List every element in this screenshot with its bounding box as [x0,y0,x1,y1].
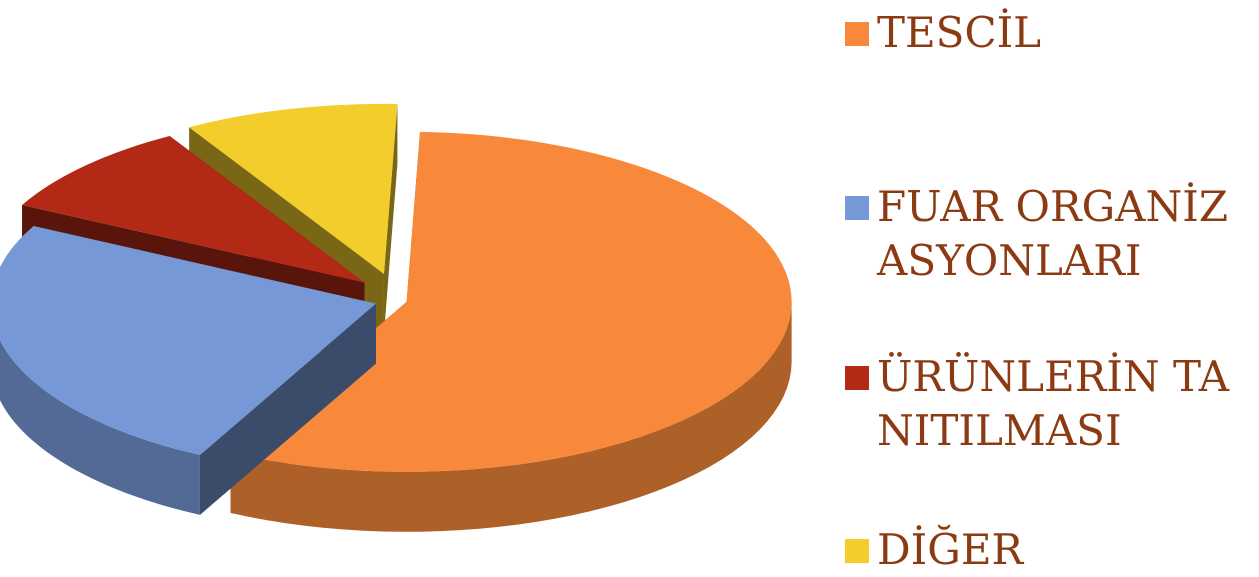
legend-swatch-diger [845,539,869,563]
pie-slice-side-0 [230,301,792,532]
legend: TESCİL FUAR ORGANİZASYONLARI ÜRÜNLERİN T… [845,0,1259,574]
legend-item-urunler: ÜRÜNLERİN TANITILMASI [845,350,1237,458]
legend-item-tescil: TESCİL [845,6,1237,60]
legend-item-fuar: FUAR ORGANİZASYONLARI [845,180,1237,288]
pie-slice-wall-3-1 [383,103,398,334]
pie-slice-1 [0,225,376,515]
pie-chart [0,103,792,532]
legend-label-fuar: FUAR ORGANİZASYONLARI [877,182,1229,285]
legend-label-diger: DİĞER [877,525,1024,574]
legend-swatch-fuar [845,196,869,220]
pie-slice-top-3 [189,103,398,274]
pie-slice-top-0 [230,131,792,472]
pie-slice-top-2 [22,136,365,283]
legend-label-urunler: ÜRÜNLERİN TANITILMASI [877,352,1230,455]
legend-item-diger: DİĞER [845,523,1237,577]
pie-slice-wall-1-0 [199,303,376,515]
pie-slice-side-1 [0,340,200,515]
legend-swatch-urunler [845,366,869,390]
legend-swatch-tescil [845,22,869,46]
legend-label-tescil: TESCİL [877,8,1042,57]
pie-slice-top-1 [0,225,376,455]
